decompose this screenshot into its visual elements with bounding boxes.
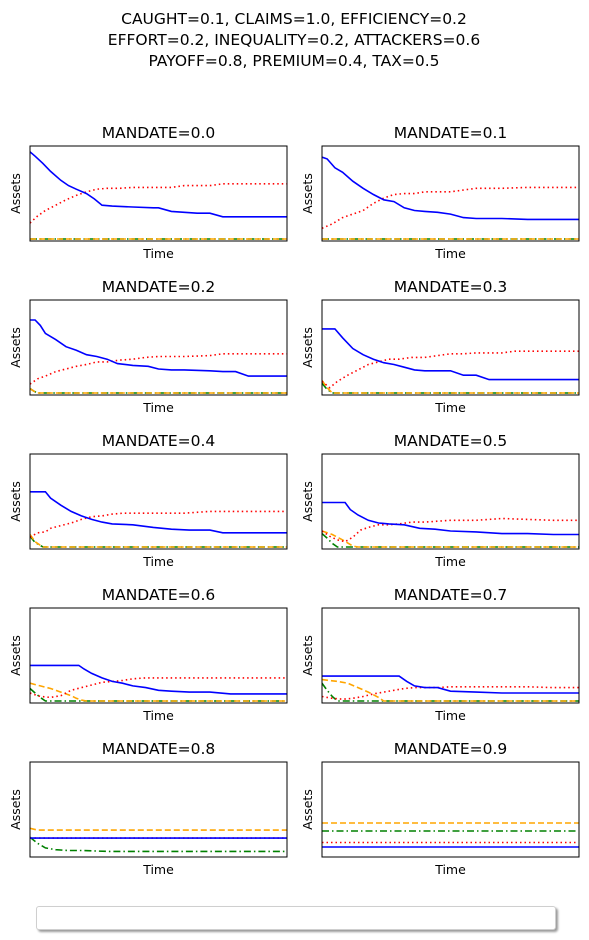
series-line-defenders [30,319,287,377]
subplot-title: MANDATE=0.9 [394,740,508,758]
subplot-mandate-0-5: MANDATE=0.5 Time Assets [300,432,580,569]
y-axis-label: Assets [300,327,315,368]
series-line-government [30,687,287,702]
series-line-attackers [322,186,579,230]
series-line-insurer [322,678,579,702]
subplot-title: MANDATE=0.4 [102,432,216,450]
subplot-title: MANDATE=0.3 [394,278,508,296]
series-line-government [322,533,579,548]
suptitle-line-3: PAYOFF=0.8, PREMIUM=0.4, TAX=0.5 [148,52,439,70]
subplot-mandate-0-8: MANDATE=0.8 Time Assets [8,740,288,877]
series-line-defenders [322,156,579,221]
series-line-insurer [30,534,287,548]
x-axis-label: Time [142,554,174,569]
subplot-title: MANDATE=0.8 [102,740,216,758]
subplot-mandate-0-4: MANDATE=0.4 Time Assets [8,432,288,569]
series-line-insurer [30,682,287,702]
series-line-attackers [322,685,579,701]
plot-frame [29,453,288,550]
x-axis-label: Time [434,400,466,415]
plot-frame [321,145,580,242]
subplot-mandate-0-9: MANDATE=0.9 Time Assets [300,740,580,877]
series-line-attackers [30,510,287,538]
series-line-insurer [30,387,287,394]
figure-suptitle: CAUGHT=0.1, CLAIMS=1.0, EFFICIENCY=0.2 E… [108,10,480,70]
series-line-attackers [30,677,287,699]
plot-frame [321,607,580,704]
x-axis-label: Time [142,862,174,877]
plot-frame [321,453,580,550]
subplot-title: MANDATE=0.5 [394,432,508,450]
series-line-insurer [30,827,287,831]
x-axis-label: Time [434,862,466,877]
subplot-title: MANDATE=0.0 [102,124,216,142]
subplot-mandate-0-6: MANDATE=0.6 Time Assets [8,586,288,723]
subplot-mandate-0-0: MANDATE=0.0 Time Assets [8,124,288,261]
x-axis-label: Time [434,708,466,723]
suptitle-line-2: EFFORT=0.2, INEQUALITY=0.2, ATTACKERS=0.… [108,31,480,49]
y-axis-label: Assets [300,635,315,676]
plot-frame [321,761,580,858]
series-line-insurer [322,380,579,394]
plot-frame [321,299,580,396]
series-line-attackers [322,517,579,543]
series-line-defenders [322,501,579,536]
x-axis-label: Time [434,246,466,261]
series-line-defenders [322,328,579,381]
series-line-defenders [30,664,287,695]
series-line-insurer [322,530,579,548]
subplot-mandate-0-2: MANDATE=0.2 Time Assets [8,278,288,415]
x-axis-label: Time [434,554,466,569]
y-axis-label: Assets [8,173,23,214]
y-axis-label: Assets [8,481,23,522]
series-line-government [30,836,287,853]
subplot-mandate-0-3: MANDATE=0.3 Time Assets [300,278,580,415]
y-axis-label: Assets [8,635,23,676]
subplot-title: MANDATE=0.2 [102,278,216,296]
series-line-attackers [322,350,579,389]
subplot-grid: MANDATE=0.0 Time Assets MANDATE=0.1 Time Asse… [8,124,580,877]
x-axis-label: Time [142,708,174,723]
plot-frame [29,607,288,704]
legend-frame [36,906,556,930]
plot-frame [29,145,288,242]
x-axis-label: Time [142,400,174,415]
series-line-defenders [30,490,287,534]
series-line-defenders [30,151,287,218]
series-line-government [30,535,287,548]
series-line-government [322,382,579,394]
subplot-title: MANDATE=0.1 [394,124,508,142]
y-axis-label: Assets [300,173,315,214]
series-line-defenders [322,675,579,694]
plot-frame [29,299,288,396]
y-axis-label: Assets [300,481,315,522]
subplot-mandate-0-7: MANDATE=0.7 Time Assets [300,586,580,723]
subplot-title: MANDATE=0.6 [102,586,216,604]
subplot-title: MANDATE=0.7 [394,586,508,604]
subplot-mandate-0-1: MANDATE=0.1 Time Assets [300,124,580,261]
y-axis-label: Assets [8,327,23,368]
series-line-government [322,682,579,702]
plot-frame [29,761,288,858]
x-axis-label: Time [142,246,174,261]
y-axis-label: Assets [8,789,23,830]
suptitle-line-1: CAUGHT=0.1, CLAIMS=1.0, EFFICIENCY=0.2 [121,10,467,28]
y-axis-label: Assets [300,789,315,830]
